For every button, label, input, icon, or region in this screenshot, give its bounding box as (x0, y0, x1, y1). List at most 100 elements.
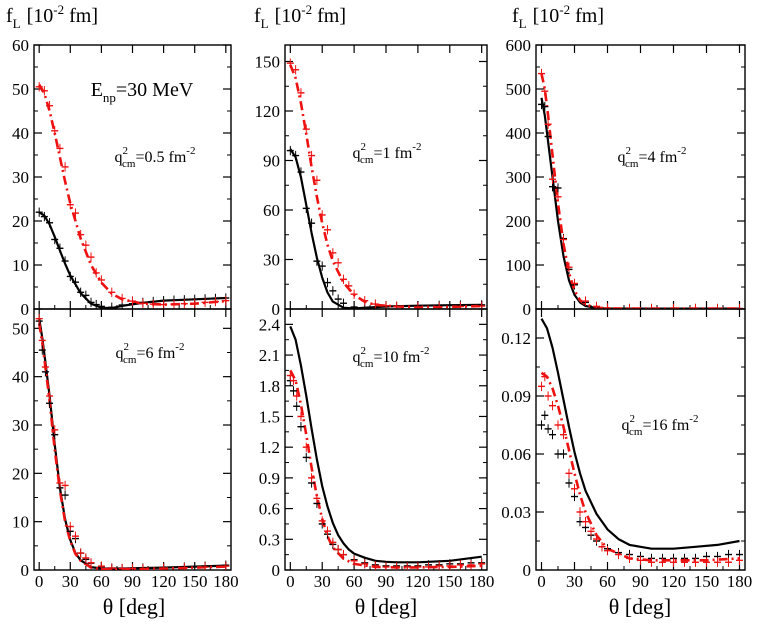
svg-text:fL[10-2 fm]: fL [10-2 fm] (254, 2, 346, 31)
y-tick-label: 1.2 (259, 438, 280, 457)
y-tick-label: 120 (255, 102, 281, 121)
y-tick-label: 30 (12, 168, 29, 187)
y-tick-label: 1.5 (259, 407, 280, 426)
panel-p4: 0 10 20 30 40 50 0 30 60 90 120 150 180 q2 cm=6 fm-2 (12, 308, 239, 591)
panel-p3: 0 100 200 300 400 500 600 q2 cm=4 fm-2 (506, 36, 746, 319)
x-tick-label: 0 (286, 572, 295, 591)
y-tick-label: 30 (263, 251, 280, 270)
series-line-red-dashdot (38, 83, 226, 306)
x-tick-label: 90 (124, 572, 141, 591)
annotation-label: q2 cm=0.5 fm-2 (115, 145, 196, 170)
y-tick-label: 50 (12, 319, 29, 338)
annotation-label: q2 cm=4 fm-2 (618, 145, 687, 170)
y-tick-label: 0 (272, 300, 281, 319)
x-tick-label: 180 (727, 572, 753, 591)
x-tick-label: 30 (314, 572, 331, 591)
col2-xlabel: θ [deg] (355, 594, 417, 619)
x-tick-label: 150 (182, 572, 208, 591)
y-tick-label: 400 (506, 124, 532, 143)
y-tick-label: 0.06 (501, 445, 531, 464)
col3-ylabel: fL [10-2 fm] (512, 2, 604, 31)
series-line-black-solid (540, 97, 740, 309)
series-line-red-dashdot (540, 371, 740, 562)
y-tick-label: 30 (12, 416, 29, 435)
panel-p5: 0 0.3 0.6 0.9 1.2 1.5 1.8 2.1 2.4 0 30 60 90 120 150 18… (259, 308, 495, 591)
x-tick-label: 30 (566, 572, 583, 591)
y-tick-label: 60 (12, 36, 29, 55)
y-tick-label: 20 (12, 464, 29, 483)
y-tick-label: 0.3 (259, 530, 280, 549)
annotation-label: q2 cm=6 fm-2 (116, 341, 185, 366)
panel-p6: 0 0.03 0.06 0.09 0.12 0 30 60 90 120 150 180 q2 cm=16… (501, 308, 753, 591)
y-tick-label: 10 (12, 256, 29, 275)
x-tick-label: 60 (93, 572, 110, 591)
series-line-red-dashdot (540, 73, 740, 309)
y-tick-label: 0 (21, 300, 30, 319)
series-line-black-solid (38, 211, 226, 309)
x-tick-label: 120 (661, 572, 687, 591)
svg-text:fL[10-2 fm]: fL [10-2 fm] (6, 2, 98, 31)
plot-frame (535, 308, 746, 571)
plot-frame (284, 44, 488, 310)
col1-xlabel: θ [deg] (103, 594, 165, 619)
x-tick-label: 150 (437, 572, 463, 591)
series-line-red-dashdot (289, 64, 482, 309)
y-tick-label: 200 (506, 212, 532, 231)
series-line-black-solid (289, 148, 482, 309)
panel-p1: 0 10 20 30 40 50 60 q2 cm=0.5 fm-2 Enp=30 MeV (12, 36, 232, 319)
annotation-label: q2 cm=10 fm-2 (353, 345, 430, 370)
y-tick-label: 90 (263, 152, 280, 171)
y-tick-label: 600 (506, 36, 532, 55)
series-line-black-solid (289, 325, 482, 564)
x-tick-label: 0 (537, 572, 546, 591)
series-group (35, 314, 230, 570)
x-tick-label: 120 (151, 572, 177, 591)
x-tick-label: 90 (378, 572, 395, 591)
x-tick-label: 60 (599, 572, 616, 591)
y-tick-label: 0 (523, 561, 532, 580)
y-tick-label: 0.03 (501, 503, 531, 522)
series-line-black-solid (540, 318, 740, 550)
y-tick-label: 50 (12, 80, 29, 99)
y-tick-label: 2.1 (259, 346, 280, 365)
y-tick-label: 0.9 (259, 469, 280, 488)
y-tick-label: 150 (255, 53, 281, 72)
y-tick-label: 0.12 (501, 329, 531, 348)
y-tick-label: 1.8 (259, 377, 280, 396)
y-tick-label: 0 (272, 561, 281, 580)
col1-ylabel: fL [10-2 fm] (6, 2, 98, 31)
x-tick-label: 180 (213, 572, 239, 591)
y-tick-label: 100 (506, 256, 532, 275)
y-tick-label: 0.09 (501, 387, 531, 406)
energy-label: Enp=30 MeV (91, 79, 194, 105)
y-tick-label: 2.4 (259, 315, 281, 334)
annotation-label: q2 cm=1 fm-2 (353, 141, 422, 166)
x-tick-label: 120 (405, 572, 431, 591)
series-group (538, 318, 743, 567)
series-group (286, 325, 486, 570)
series-group (538, 68, 743, 309)
y-tick-label: 20 (12, 212, 29, 231)
col2-ylabel: fL [10-2 fm] (254, 2, 346, 31)
x-tick-label: 180 (469, 572, 495, 591)
y-tick-label: 40 (12, 368, 29, 387)
panel-p2: 0 30 60 90 120 150 q2 cm=1 fm-2 (255, 44, 488, 319)
y-tick-label: 60 (263, 201, 280, 220)
svg-text:fL[10-2 fm]: fL [10-2 fm] (512, 2, 604, 31)
y-tick-label: 0 (21, 561, 30, 580)
series-group (35, 82, 230, 309)
x-tick-label: 30 (62, 572, 79, 591)
x-tick-label: 150 (694, 572, 720, 591)
x-tick-label: 0 (35, 572, 44, 591)
y-tick-label: 40 (12, 124, 29, 143)
x-tick-label: 90 (632, 572, 649, 591)
y-tick-label: 500 (506, 80, 532, 99)
y-tick-label: 10 (12, 513, 29, 532)
plot-frame (33, 308, 232, 571)
annotation-label: q2 cm=16 fm-2 (622, 413, 699, 438)
x-tick-label: 60 (346, 572, 363, 591)
y-tick-label: 300 (506, 168, 532, 187)
y-tick-label: 0.6 (259, 500, 280, 519)
panels: 0 10 20 30 40 50 60 q2 cm=0.5 fm-2 Enp=30 MeV 0 30 6… (12, 36, 752, 591)
